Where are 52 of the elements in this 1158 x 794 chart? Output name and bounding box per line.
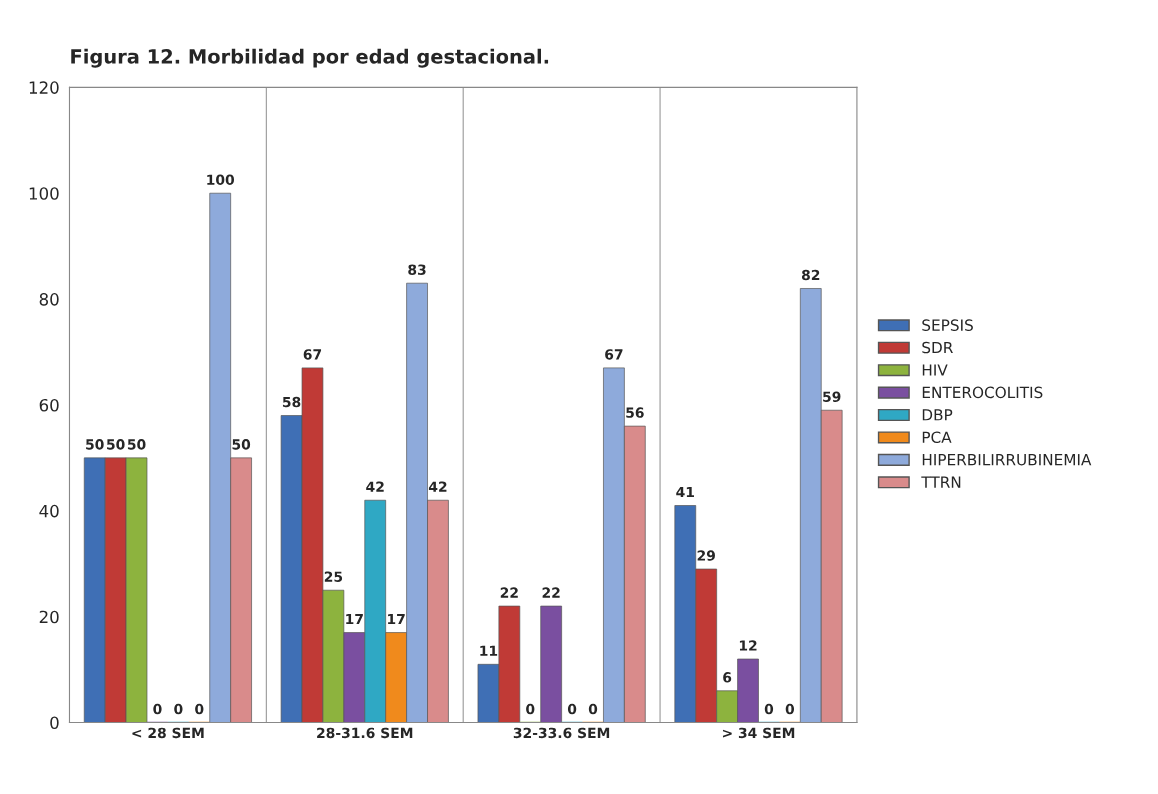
- data-label: 0: [588, 703, 598, 715]
- legend-label: SEPSIS: [922, 319, 973, 331]
- data-label: 17: [346, 613, 363, 625]
- data-label: 6: [723, 672, 732, 683]
- y-tick-label: 120: [29, 81, 59, 94]
- data-label: 42: [428, 481, 447, 492]
- legend-label: DBP: [922, 409, 953, 421]
- data-label: 0: [764, 703, 774, 715]
- data-label: 0: [785, 703, 795, 715]
- data-label: 0: [567, 703, 577, 715]
- data-label: 50: [107, 439, 125, 450]
- data-label: 12: [739, 640, 757, 651]
- data-label: 17: [388, 613, 405, 625]
- data-label: 100: [207, 174, 235, 185]
- data-label: 42: [366, 481, 384, 492]
- data-label: 0: [174, 703, 183, 715]
- data-label: 50: [127, 439, 146, 450]
- legend-label: PCA: [922, 431, 952, 444]
- data-label: 0: [526, 703, 535, 715]
- y-tick-label: 40: [39, 504, 59, 518]
- data-label: 0: [195, 703, 204, 715]
- data-label: 22: [500, 587, 518, 598]
- data-label: 58: [282, 396, 301, 408]
- chart-title: Figura 12. Morbilidad por edad gestacional.: [71, 48, 549, 68]
- y-tick-label: 100: [29, 187, 59, 200]
- data-label: 22: [542, 587, 560, 598]
- x-tick-label: 28-31.6 SEM: [317, 727, 413, 739]
- x-tick-label: < 28 SEM: [132, 727, 204, 739]
- x-tick-label: 32-33.6 SEM: [513, 727, 610, 739]
- y-tick-label: 0: [50, 716, 59, 730]
- data-label: 11: [480, 645, 498, 656]
- legend-label: ENTEROCOLITIS: [922, 386, 1043, 399]
- data-label: 83: [408, 264, 426, 275]
- data-label: 82: [801, 269, 820, 281]
- data-label: 41: [676, 486, 694, 498]
- data-label: 56: [626, 407, 644, 418]
- y-tick-label: 80: [39, 293, 59, 306]
- x-tick-label: > 34 SEM: [722, 727, 795, 739]
- data-label: 67: [605, 349, 623, 360]
- data-label: 67: [303, 349, 322, 360]
- legend-label: HIPERBILIRRUBINEMIA: [922, 454, 1092, 466]
- data-label: 50: [86, 439, 104, 450]
- legend-label: SDR: [922, 341, 953, 354]
- data-label: 59: [823, 391, 841, 402]
- data-label: 50: [232, 439, 251, 450]
- legend-label: HIV: [922, 364, 948, 376]
- y-tick-label: 20: [39, 610, 59, 624]
- y-tick-label: 60: [39, 398, 59, 412]
- data-label: 0: [153, 703, 162, 715]
- data-label: 25: [324, 571, 343, 582]
- legend-label: TTRN: [921, 476, 961, 488]
- data-label: 29: [697, 550, 715, 561]
